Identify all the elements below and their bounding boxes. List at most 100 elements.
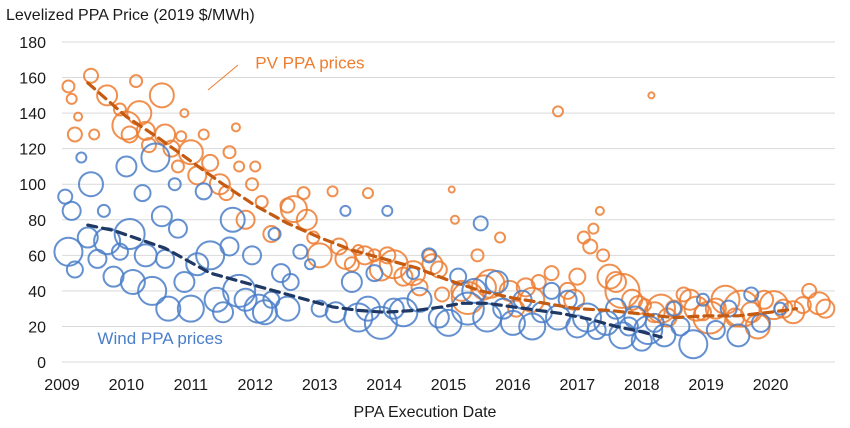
wind-bubble-point [194, 182, 213, 201]
wind-bubble-point [133, 184, 152, 203]
wind-bubble-point [137, 275, 168, 306]
pv-bubble-point [279, 197, 296, 214]
wind-bubble-point [773, 301, 788, 316]
wind-bubble-point [406, 286, 433, 313]
pv-bubble-point [88, 128, 101, 141]
pv-bubble-point [222, 145, 237, 160]
wind_trend-trend-line [86, 223, 663, 339]
wind-bubble-point [119, 269, 146, 295]
x-tick-label: 2014 [366, 377, 402, 394]
pv-bubble-point [475, 268, 506, 299]
wind-bubble-point [87, 248, 108, 269]
pv-bubble-point [295, 208, 318, 231]
wind-bubble-point [75, 151, 88, 164]
x-tick-label: 2015 [431, 377, 467, 394]
pv-bubble-point [675, 286, 692, 303]
wind-bubble-point [96, 203, 111, 218]
wind-bubble-point [243, 293, 274, 324]
x-tick-label: 2012 [237, 377, 273, 394]
wind-bubble-point [271, 263, 292, 284]
pv-bubble-point [447, 185, 456, 194]
wind-bubble-point [678, 329, 709, 360]
y-tick-label: 20 [28, 319, 46, 336]
pv-bubble-point [815, 298, 836, 319]
wind-bubble-point [176, 294, 205, 323]
pv-bubble-point [306, 242, 333, 269]
pv-bubble-point [197, 128, 210, 141]
wind-bubble-point [340, 271, 363, 293]
wind-bubble-point [499, 309, 526, 336]
pv-bubble-point [245, 177, 260, 192]
x-tick-label: 2020 [753, 377, 789, 394]
wind-bubble-point [77, 171, 104, 198]
pv-bubble-point [235, 209, 256, 230]
wind-bubble-point [492, 297, 515, 320]
pv-bubble-point [494, 231, 507, 244]
pv-bubble-point [201, 153, 220, 172]
wind-bubble-point [705, 320, 726, 340]
wind-bubble-point [140, 142, 171, 173]
wind-bubble-point [155, 295, 182, 322]
trend-lines [86, 81, 798, 339]
pv-bubble-point [450, 279, 473, 302]
pv-bubble-point [552, 105, 565, 118]
pv-bubble-point [179, 108, 190, 119]
wind-bubble-point [726, 323, 751, 348]
wind-bubble-point [354, 295, 381, 322]
x-tick-label: 2011 [174, 377, 209, 394]
x-tick-label: 2018 [624, 377, 660, 394]
wind-bubble-point [382, 297, 405, 320]
y-tick-label: 60 [28, 248, 46, 265]
pv-bubble-point [530, 274, 547, 290]
pv-bubble-point [587, 222, 600, 235]
pv-bubble-point [449, 214, 460, 225]
annotations: PV PPA prices Wind PPA prices [97, 54, 364, 349]
wind-bubble-point [195, 240, 226, 271]
pv-bubble-point [647, 91, 656, 100]
pv-bubble-point [148, 82, 175, 109]
pv-bubble-point [73, 111, 84, 122]
pv-bubble-point [594, 205, 605, 216]
pv-bubble-point [434, 286, 451, 303]
wind-bubble-point [343, 302, 374, 333]
pv-bubble-point [604, 271, 627, 293]
pv_trend-trend-line [86, 81, 798, 320]
wind-bubble-point [381, 204, 394, 217]
wind-bubble-point [750, 312, 771, 333]
pv-bubble-point [326, 185, 339, 198]
y-tick-label: 160 [19, 71, 46, 88]
wind-bubble-point [363, 305, 398, 340]
pv-bubble-point [568, 267, 587, 286]
wind-bubble-point [557, 289, 578, 310]
x-axis-title: PPA Execution Date [354, 404, 497, 421]
pv-bubble-point [378, 246, 397, 265]
wind-bubble-point [113, 218, 146, 250]
bubble-series [53, 67, 836, 360]
wind-bubble-point [150, 205, 173, 228]
wind-bubble-point [115, 155, 138, 178]
pv-bubble-point [710, 284, 741, 315]
pv-bubble-point [230, 122, 241, 133]
pv-series-label: PV PPA prices [255, 54, 364, 73]
y-axis-ticks: 0 20 40 60 80 100 120 140 160 180 [19, 35, 46, 372]
pv-bubble-point [262, 225, 281, 243]
pv-bubble-point [683, 295, 710, 322]
pv-bubble-point [112, 102, 127, 117]
x-tick-label: 2009 [44, 377, 80, 394]
pv-bubble-series [61, 67, 836, 340]
y-tick-label: 140 [19, 106, 46, 123]
wind-bubble-point [695, 292, 710, 307]
x-tick-label: 2017 [560, 377, 596, 394]
x-axis-ticks: 2009 2010 2011 2012 2013 2014 2015 2016 2017 2018… [44, 377, 788, 394]
wind-bubble-point [310, 299, 329, 318]
x-tick-label: 2013 [302, 377, 338, 394]
pv-bubble-point [170, 159, 185, 174]
x-tick-label: 2019 [688, 377, 724, 394]
chart-title: Levelized PPA Price (2019 $/MWh) [6, 7, 255, 24]
wind-bubble-point [292, 243, 309, 260]
wind-bubble-point [167, 177, 182, 192]
pv-bubble-point [400, 260, 427, 287]
wind-bubble-point [267, 227, 282, 241]
